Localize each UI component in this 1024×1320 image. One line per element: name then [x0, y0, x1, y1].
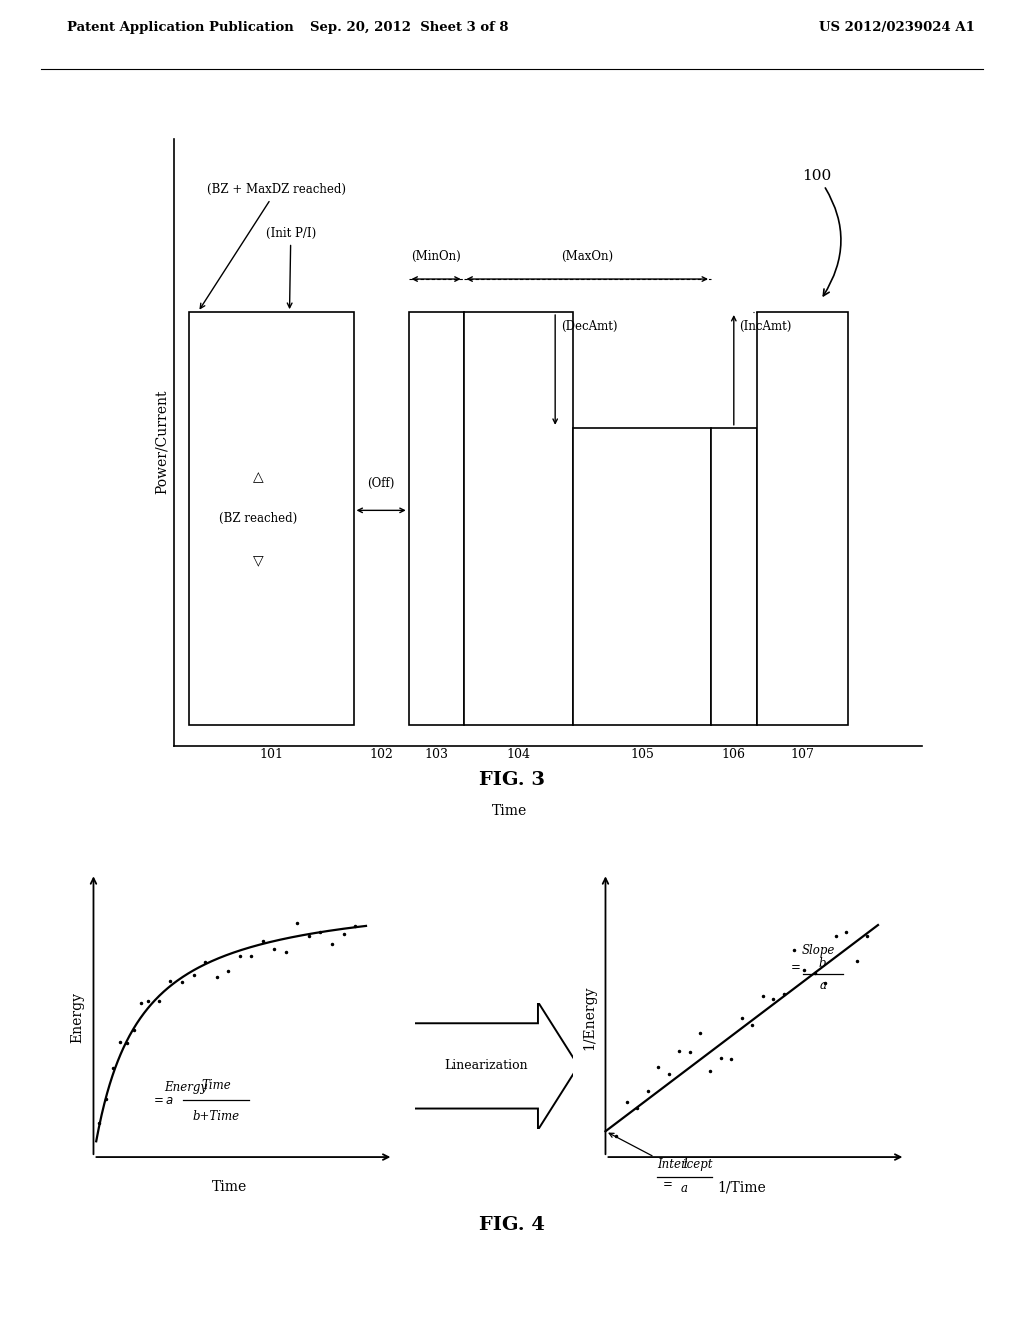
Text: b: b — [819, 957, 826, 970]
Text: FIG. 4: FIG. 4 — [479, 1216, 545, 1234]
Text: b+Time: b+Time — [193, 1110, 240, 1123]
Text: 105: 105 — [630, 748, 654, 760]
Text: 1/Time: 1/Time — [718, 1180, 766, 1195]
Text: (Init P/I): (Init P/I) — [265, 227, 316, 308]
Text: Time: Time — [492, 804, 527, 817]
Text: FIG. 3: FIG. 3 — [479, 771, 545, 789]
Text: 106: 106 — [722, 748, 745, 760]
Text: Energy: Energy — [70, 993, 84, 1043]
Text: US 2012/0239024 A1: US 2012/0239024 A1 — [819, 21, 975, 34]
Text: △: △ — [253, 470, 263, 484]
Text: (MaxOn): (MaxOn) — [561, 249, 613, 263]
Text: (BZ + MaxDZ reached): (BZ + MaxDZ reached) — [201, 183, 346, 309]
Text: $=$: $=$ — [660, 1176, 673, 1189]
Text: $=a$: $=a$ — [152, 1094, 174, 1107]
Text: Time: Time — [202, 1080, 231, 1093]
Text: ▽: ▽ — [253, 553, 263, 566]
Text: (BZ reached): (BZ reached) — [219, 512, 298, 525]
Text: 107: 107 — [791, 748, 814, 760]
Text: Time: Time — [212, 1180, 248, 1195]
Text: Energy: Energy — [164, 1081, 207, 1094]
Text: 101: 101 — [259, 748, 284, 760]
Text: a: a — [681, 1181, 688, 1195]
Text: $=$: $=$ — [788, 958, 801, 972]
Bar — [757, 312, 848, 725]
Bar — [188, 312, 353, 725]
Bar — [409, 312, 464, 725]
Text: (Off): (Off) — [368, 477, 395, 490]
Text: 104: 104 — [507, 748, 530, 760]
Text: 100: 100 — [803, 169, 841, 296]
Text: Sep. 20, 2012  Sheet 3 of 8: Sep. 20, 2012 Sheet 3 of 8 — [310, 21, 509, 34]
Bar — [464, 312, 573, 725]
Bar — [711, 428, 757, 725]
Bar — [573, 428, 711, 725]
Y-axis label: Power/Current: Power/Current — [155, 389, 169, 495]
Text: (IncAmt): (IncAmt) — [739, 321, 792, 334]
Text: a: a — [819, 979, 826, 993]
Text: 1: 1 — [681, 1158, 688, 1171]
Text: 103: 103 — [424, 748, 449, 760]
FancyBboxPatch shape — [413, 1002, 579, 1130]
Text: 1/Energy: 1/Energy — [582, 986, 596, 1051]
Text: Intercept: Intercept — [657, 1158, 713, 1171]
Text: (MinOn): (MinOn) — [412, 249, 461, 263]
Text: (DecAmt): (DecAmt) — [561, 321, 617, 334]
Text: Linearization: Linearization — [444, 1060, 528, 1072]
Text: Slope: Slope — [802, 944, 835, 957]
Text: 102: 102 — [370, 748, 393, 760]
Text: Patent Application Publication: Patent Application Publication — [67, 21, 293, 34]
